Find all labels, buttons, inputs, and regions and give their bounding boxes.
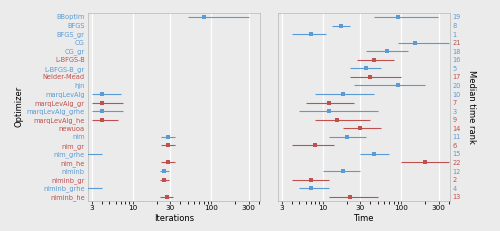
Y-axis label: Median time rank: Median time rank bbox=[467, 70, 476, 144]
X-axis label: Iterations: Iterations bbox=[154, 214, 194, 223]
X-axis label: Time: Time bbox=[354, 214, 374, 223]
Y-axis label: Optimizer: Optimizer bbox=[14, 86, 24, 128]
